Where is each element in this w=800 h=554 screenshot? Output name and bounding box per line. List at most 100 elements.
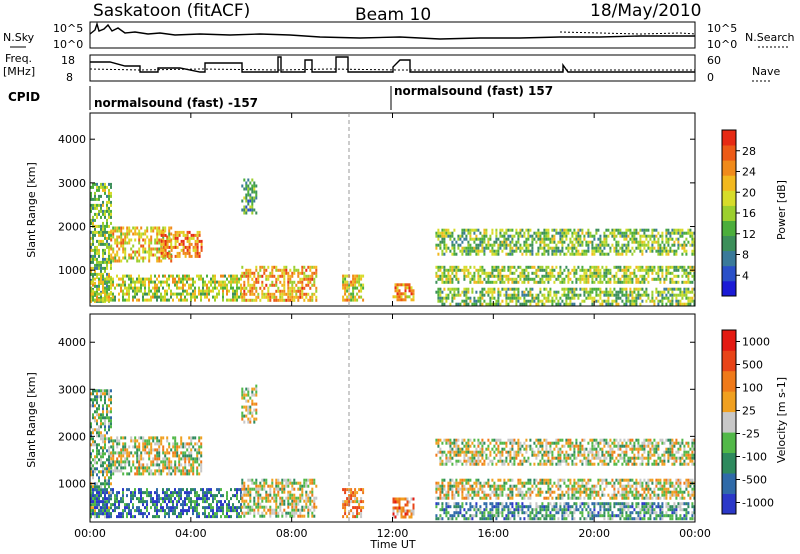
data-cell xyxy=(489,280,492,284)
data-cell xyxy=(551,252,554,256)
data-cell xyxy=(573,231,576,235)
data-cell xyxy=(591,265,594,269)
data-cell xyxy=(591,234,594,238)
data-cell xyxy=(176,466,179,470)
data-cell xyxy=(106,413,108,417)
data-cell xyxy=(108,389,110,393)
data-cell xyxy=(188,283,190,287)
data-cell xyxy=(236,298,238,302)
data-cell xyxy=(541,302,544,306)
data-cell xyxy=(124,283,126,287)
data-cell xyxy=(192,509,194,513)
data-cell xyxy=(617,228,620,232)
data-cell xyxy=(182,500,184,504)
data-cell xyxy=(509,277,512,281)
data-cell xyxy=(283,271,286,275)
data-cell xyxy=(116,506,118,510)
data-cell xyxy=(243,295,246,299)
data-cell xyxy=(94,458,96,462)
data-cell xyxy=(154,503,156,507)
data-cell xyxy=(138,247,141,251)
data-cell xyxy=(601,249,604,253)
data-cell xyxy=(485,456,488,460)
data-cell xyxy=(146,277,148,281)
data-cell xyxy=(90,260,92,264)
data-cell xyxy=(287,283,290,287)
data-cell xyxy=(402,515,405,519)
data-cell xyxy=(208,286,210,290)
data-cell xyxy=(609,249,612,253)
data-cell xyxy=(174,488,176,492)
data-cell xyxy=(226,289,228,293)
data-cell xyxy=(623,274,626,278)
data-cell xyxy=(202,292,204,296)
data-cell xyxy=(243,292,246,296)
data-cell xyxy=(136,289,138,293)
data-cell xyxy=(581,228,584,232)
data-cell xyxy=(170,248,173,252)
data-cell xyxy=(92,272,94,276)
data-cell xyxy=(591,249,594,253)
data-cell xyxy=(160,239,163,243)
data-cell xyxy=(463,249,466,253)
data-cell xyxy=(102,200,104,204)
data-cell xyxy=(249,505,252,509)
data-cell xyxy=(439,231,442,235)
data-cell xyxy=(471,228,474,232)
data-cell xyxy=(184,254,187,258)
data-cell xyxy=(172,506,174,510)
data-cell xyxy=(457,290,460,294)
data-cell xyxy=(92,260,94,264)
data-cell xyxy=(247,393,250,397)
data-cell xyxy=(515,293,518,297)
data-cell xyxy=(96,434,98,438)
data-cell xyxy=(281,289,284,293)
data-cell xyxy=(609,302,612,306)
data-cell xyxy=(122,497,124,501)
data-cell xyxy=(122,494,124,498)
data-cell xyxy=(164,239,167,243)
data-cell xyxy=(597,246,600,250)
data-cell xyxy=(477,228,480,232)
data-cell xyxy=(519,249,522,253)
data-cell xyxy=(585,290,588,294)
data-cell xyxy=(186,509,188,513)
data-cell xyxy=(194,239,197,243)
data-cell xyxy=(473,438,476,442)
data-cell xyxy=(253,496,256,500)
data-cell xyxy=(198,494,200,498)
data-cell xyxy=(140,472,143,476)
data-cell xyxy=(275,496,278,500)
data-cell xyxy=(541,268,544,272)
data-cell xyxy=(134,286,136,290)
data-cell xyxy=(307,274,310,278)
data-cell xyxy=(108,437,110,441)
data-cell xyxy=(100,185,102,189)
data-cell xyxy=(439,299,442,303)
data-cell xyxy=(475,453,478,457)
data-cell xyxy=(561,271,564,275)
data-cell xyxy=(104,401,106,405)
data-cell xyxy=(309,286,312,290)
data-cell xyxy=(110,280,112,284)
data-cell xyxy=(112,259,115,263)
data-cell xyxy=(114,494,116,498)
data-cell xyxy=(412,503,415,507)
data-cell xyxy=(154,472,157,476)
data-cell xyxy=(667,296,670,300)
data-cell xyxy=(537,252,540,256)
data-cell xyxy=(571,296,574,300)
data-cell xyxy=(404,515,407,519)
data-cell xyxy=(168,283,170,287)
data-cell xyxy=(396,292,399,296)
data-cell xyxy=(150,494,152,498)
data-cell xyxy=(210,277,212,281)
data-cell xyxy=(344,274,347,278)
data-cell xyxy=(170,259,173,263)
data-cell xyxy=(100,431,102,435)
data-cell xyxy=(491,438,494,442)
data-cell xyxy=(271,268,274,272)
data-cell xyxy=(499,246,502,250)
data-cell xyxy=(611,228,614,232)
data-cell xyxy=(90,209,92,213)
